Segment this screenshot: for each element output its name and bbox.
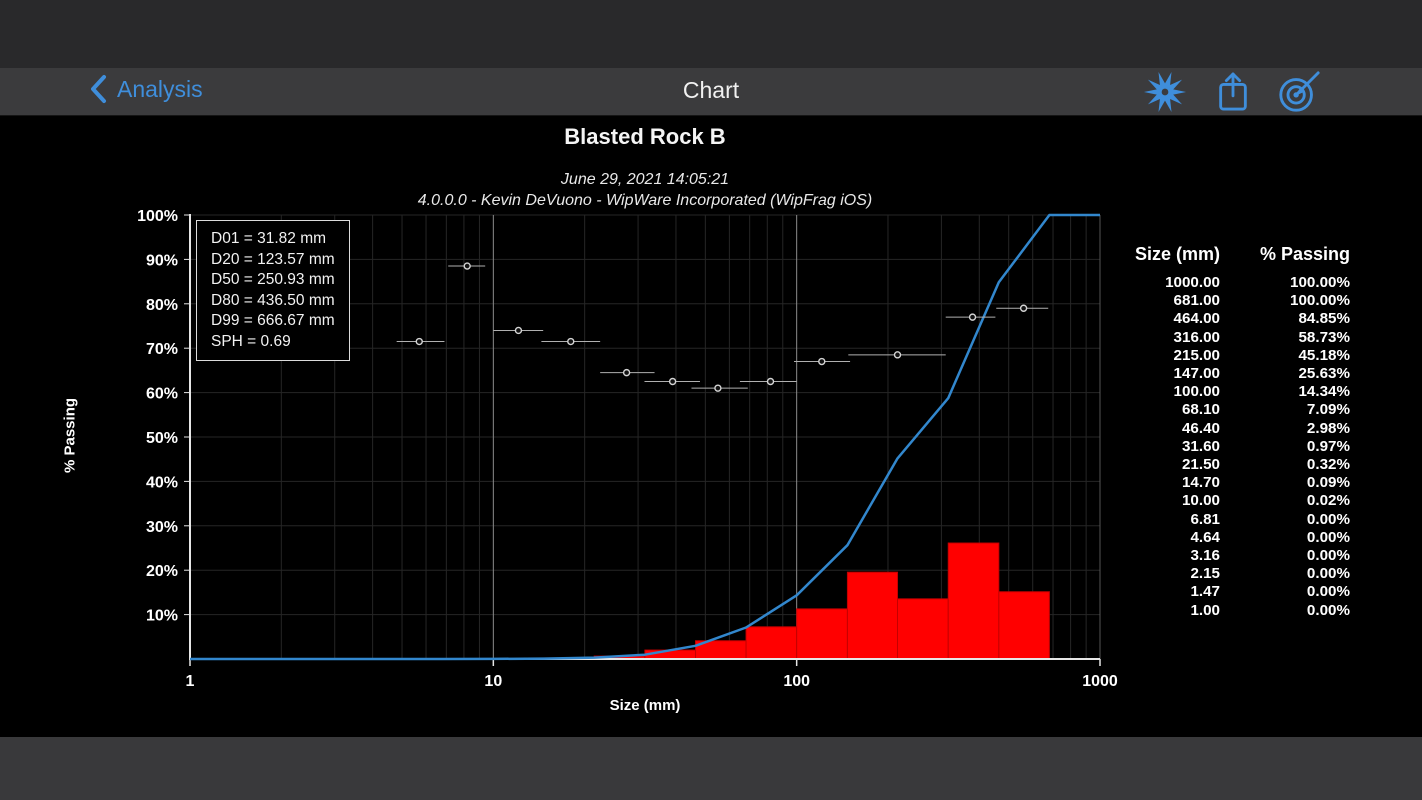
table-row: 464.00 84.85% (1173, 310, 1350, 328)
size-column-header: Size (mm) (1134, 244, 1220, 264)
back-button-label: Analysis (117, 75, 203, 102)
svg-text:20%: 20% (146, 563, 178, 580)
svg-text:50%: 50% (146, 430, 178, 447)
y-axis-label: % Passing (61, 397, 79, 474)
svg-text:10: 10 (484, 673, 502, 690)
legend-line: D20 = 123.57 mm (211, 250, 335, 268)
target-icon[interactable] (1276, 69, 1322, 115)
table-row: 4.64 0.00% (1190, 528, 1350, 546)
table-row: 14.70 0.09% (1181, 474, 1350, 492)
chart-canvas: 10% 20% 30% 40% 50% 60% 70% 80% 90% 100% 1 10 100 100… (137, 208, 1118, 690)
chart-subtitle-datetime: June 29, 2021 14:05:21 (560, 171, 730, 188)
size-table: Size (mm) % Passing 1000.00 100.00% 681.00… (1104, 244, 1350, 620)
table-row: 2.15 0.00% (1190, 565, 1350, 583)
legend-line: SPH = 0.69 (211, 332, 291, 350)
table-row: 681.00 100.00% (1173, 292, 1350, 310)
legend-line: D80 = 436.50 mm (211, 291, 335, 309)
size-table-header: Size (mm) % Passing (1104, 244, 1350, 265)
chevron-left-icon (88, 74, 108, 104)
size-table-rows: 1000.00 100.00% 681.00 100.00% 464.00 84.85% 3… (1104, 274, 1350, 620)
table-row: 46.40 2.98% (1181, 419, 1350, 437)
bottom-strip (0, 737, 1422, 800)
share-icon[interactable] (1214, 69, 1252, 115)
nav-actions (1140, 70, 1322, 113)
x-axis-label: Size (mm) (609, 697, 681, 714)
table-row: 10.00 0.02% (1181, 492, 1350, 510)
table-row: 100.00 14.34% (1173, 383, 1350, 401)
legend-line: D01 = 31.82 mm (211, 230, 327, 247)
table-row: 21.50 0.32% (1181, 456, 1350, 474)
svg-text:90%: 90% (146, 252, 178, 269)
table-row: 215.00 45.18% (1173, 346, 1350, 364)
chart-panel: Blasted Rock B June 29, 2021 14:05:21 4.… (0, 116, 1422, 737)
dvalues-legend: D01 = 31.82 mm D20 = 123.57 mm D50 = 250.9… (196, 220, 350, 361)
table-row: 1000.00 100.00% (1165, 274, 1350, 291)
table-row: 3.16 0.00% (1190, 547, 1350, 565)
blast-icon[interactable] (1140, 69, 1190, 115)
svg-text:100: 100 (783, 673, 810, 690)
table-row: 68.10 7.09% (1181, 401, 1350, 419)
back-button[interactable]: Analysis (88, 74, 203, 104)
svg-text:10%: 10% (146, 608, 178, 625)
svg-text:70%: 70% (146, 341, 178, 358)
navigation-bar: Analysis Chart (0, 68, 1422, 116)
table-row: 147.00 25.63% (1173, 365, 1350, 383)
svg-text:1: 1 (186, 673, 195, 690)
svg-text:80%: 80% (146, 297, 178, 314)
chart-title: Blasted Rock B (564, 124, 726, 149)
chart-subtitle-version: 4.0.0.0 - Kevin DeVuono - WipWare Incorp… (417, 192, 873, 209)
table-row: 1.00 0.00% (1190, 601, 1350, 619)
svg-text:60%: 60% (146, 386, 178, 403)
legend-line: D50 = 250.93 mm (211, 271, 335, 288)
top-strip (0, 0, 1422, 68)
legend-line: D99 = 666.67 mm (211, 312, 335, 329)
passing-column-header: % Passing (1259, 244, 1350, 264)
page-title: Chart (682, 77, 740, 103)
svg-text:100%: 100% (137, 208, 178, 225)
svg-text:40%: 40% (146, 474, 178, 491)
svg-text:1000: 1000 (1082, 673, 1118, 690)
table-row: 1.47 0.00% (1190, 583, 1350, 601)
table-row: 31.60 0.97% (1181, 437, 1350, 455)
svg-text:30%: 30% (146, 519, 178, 536)
table-row: 316.00 58.73% (1173, 328, 1350, 346)
table-row: 6.81 0.00% (1190, 510, 1350, 528)
